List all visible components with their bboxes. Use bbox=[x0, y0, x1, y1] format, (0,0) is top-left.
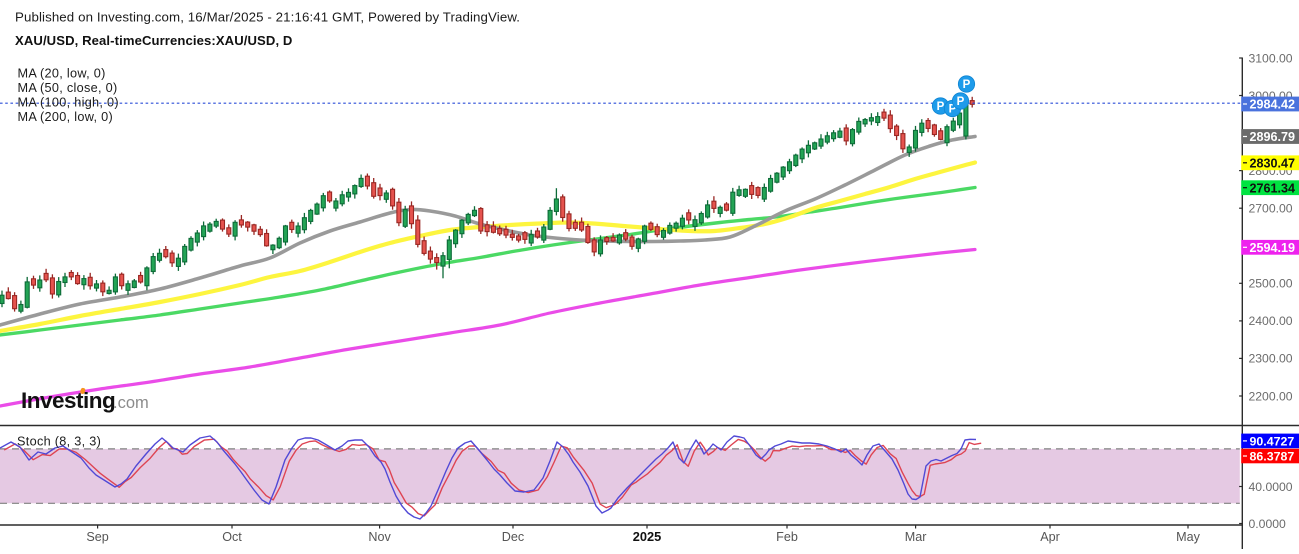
svg-text:Sep: Sep bbox=[86, 530, 108, 544]
svg-text:Dec: Dec bbox=[502, 530, 524, 544]
svg-text:MA (20, low, 0): MA (20, low, 0) bbox=[18, 66, 106, 80]
svg-text:MA (100, high, 0): MA (100, high, 0) bbox=[18, 95, 119, 109]
svg-text:2700.00: 2700.00 bbox=[1249, 202, 1293, 216]
svg-text:2594.19: 2594.19 bbox=[1250, 241, 1296, 255]
svg-text:86.3787: 86.3787 bbox=[1250, 450, 1295, 464]
svg-text:2500.00: 2500.00 bbox=[1249, 277, 1293, 291]
svg-text:May: May bbox=[1176, 530, 1200, 544]
svg-text:2400.00: 2400.00 bbox=[1249, 314, 1293, 328]
svg-text:Apr: Apr bbox=[1040, 530, 1060, 544]
svg-text:2984.42: 2984.42 bbox=[1250, 98, 1296, 112]
svg-text:Mar: Mar bbox=[905, 530, 927, 544]
svg-text:90.4727: 90.4727 bbox=[1250, 435, 1295, 449]
svg-text:2830.47: 2830.47 bbox=[1250, 156, 1296, 170]
svg-text:2300.00: 2300.00 bbox=[1249, 352, 1293, 366]
svg-text:Nov: Nov bbox=[368, 530, 391, 544]
svg-text:P: P bbox=[957, 96, 965, 108]
svg-text:Stoch (8, 3, 3): Stoch (8, 3, 3) bbox=[17, 435, 101, 449]
svg-text:40.0000: 40.0000 bbox=[1249, 480, 1293, 494]
svg-text:2761.34: 2761.34 bbox=[1250, 181, 1296, 195]
svg-text:Feb: Feb bbox=[776, 530, 798, 544]
svg-text:P: P bbox=[937, 101, 945, 113]
svg-text:Oct: Oct bbox=[222, 530, 242, 544]
svg-text:MA (200, low, 0): MA (200, low, 0) bbox=[18, 110, 113, 124]
svg-text:P: P bbox=[949, 104, 957, 116]
svg-text:2025: 2025 bbox=[633, 529, 661, 544]
svg-text:Investing: Investing bbox=[21, 388, 115, 413]
svg-text:P: P bbox=[963, 79, 971, 91]
svg-text:XAU/USD, Real-timeCurrencies:X: XAU/USD, Real-timeCurrencies:XAU/USD, D bbox=[15, 33, 292, 48]
svg-text:3100.00: 3100.00 bbox=[1249, 51, 1293, 65]
svg-text:2200.00: 2200.00 bbox=[1249, 389, 1293, 403]
svg-text:0.0000: 0.0000 bbox=[1249, 517, 1286, 531]
svg-text:2896.79: 2896.79 bbox=[1250, 130, 1296, 144]
svg-text:MA (50, close, 0): MA (50, close, 0) bbox=[18, 81, 118, 95]
svg-text:.com: .com bbox=[113, 394, 149, 412]
svg-text:Published on Investing.com, 16: Published on Investing.com, 16/Mar/2025 … bbox=[15, 10, 520, 25]
